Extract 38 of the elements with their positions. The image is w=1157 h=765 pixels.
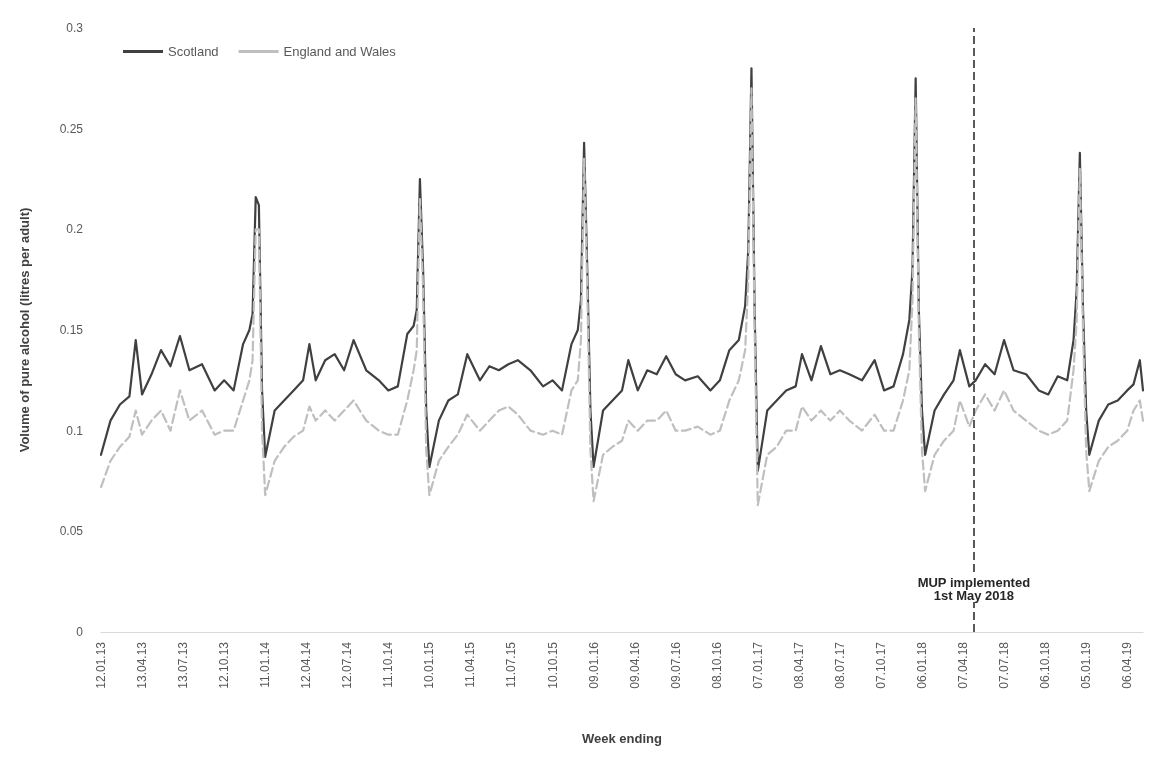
y-tick-label: 0.1: [66, 423, 84, 438]
x-tick-label: 11.07.15: [504, 641, 519, 688]
legend-label: England and Wales: [283, 44, 397, 59]
x-tick-label: 12.04.14: [299, 641, 314, 689]
x-tick-label: 07.01.17: [750, 641, 765, 689]
x-tick-label: 06.01.18: [914, 641, 929, 689]
x-tick-label: 08.07.17: [832, 641, 847, 689]
x-tick-label: 09.01.16: [586, 641, 601, 689]
legend-label: Scotland: [168, 44, 219, 59]
x-tick-label: 10.01.15: [422, 641, 437, 689]
x-tick-label: 12.07.14: [340, 641, 355, 689]
x-tick-label: 11.04.15: [463, 641, 478, 688]
y-axis-title: Volume of pure alcohol (litres per adult): [17, 207, 32, 453]
x-tick-label: 10.10.15: [545, 641, 560, 689]
y-tick-label: 0.25: [59, 121, 84, 136]
x-tick-label: 12.10.13: [217, 641, 232, 689]
y-tick-label: 0.05: [59, 524, 84, 539]
x-tick-label: 07.04.18: [956, 641, 971, 689]
y-tick-label: 0.3: [66, 21, 84, 35]
x-tick-label: 08.04.17: [791, 641, 806, 689]
ref-line-label: MUP implemented 1st May 2018: [917, 575, 1031, 603]
x-tick-label: 09.07.16: [668, 641, 683, 689]
x-tick-label: 13.07.13: [176, 641, 191, 689]
x-tick-label: 13.04.13: [135, 641, 150, 689]
x-tick-label: 06.10.18: [1038, 641, 1053, 689]
x-tick-label: 05.01.19: [1079, 641, 1094, 689]
x-tick-label: 11.01.14: [258, 641, 273, 688]
x-tick-label: 12.01.13: [94, 641, 108, 689]
x-tick-label: 07.07.18: [997, 641, 1012, 689]
x-tick-label: 11.10.14: [381, 641, 396, 688]
y-tick-label: 0: [76, 625, 84, 639]
x-axis-title: Week ending: [582, 731, 663, 746]
y-tick-label: 0.15: [59, 323, 84, 337]
x-tick-label: 08.10.16: [709, 641, 724, 689]
y-tick-label: 0.2: [66, 222, 84, 237]
x-tick-label: 07.10.17: [873, 641, 888, 689]
x-tick-label: 06.04.19: [1120, 641, 1135, 689]
x-tick-label: 09.04.16: [627, 641, 642, 689]
